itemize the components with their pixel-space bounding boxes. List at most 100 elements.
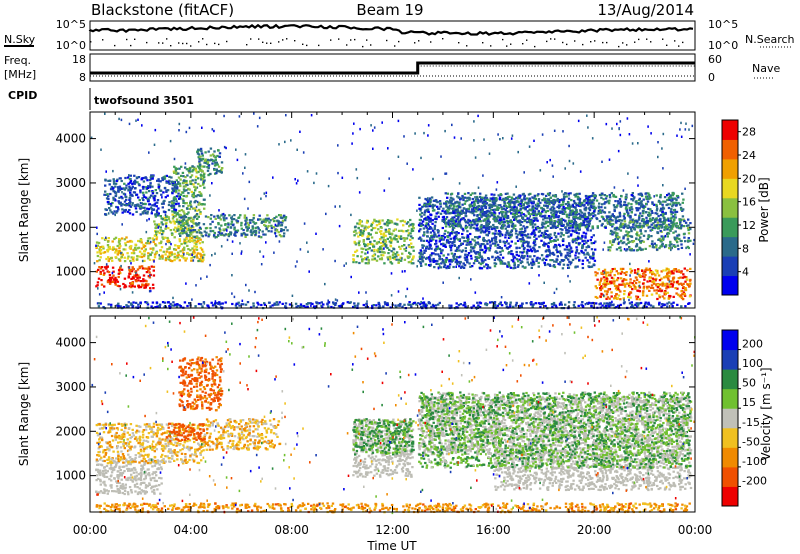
heatmap-cell <box>535 217 538 220</box>
heatmap-cell <box>409 223 412 226</box>
heatmap-cell <box>503 200 506 204</box>
heatmap-cell <box>213 164 217 167</box>
heatmap-cell <box>617 289 621 292</box>
heatmap-cell <box>613 284 617 287</box>
heatmap-cell <box>113 237 116 241</box>
heatmap-cell <box>149 287 152 290</box>
heatmap-cell <box>443 236 447 239</box>
heatmap-cell <box>190 233 193 236</box>
heatmap-cell <box>487 227 491 230</box>
heatmap-cell <box>506 192 509 195</box>
heatmap-cell <box>531 258 534 261</box>
heatmap-cell <box>128 209 131 212</box>
heatmap-cell <box>245 216 248 219</box>
heatmap-cell <box>598 202 601 205</box>
nsearch-dot <box>482 42 484 44</box>
heatmap-cell <box>155 192 159 195</box>
heatmap-cell <box>452 210 455 213</box>
heatmap-cell <box>619 272 623 275</box>
heatmap-cell <box>571 258 575 261</box>
heatmap-cell <box>515 229 518 232</box>
heatmap-cell <box>556 238 559 241</box>
heatmap-cell <box>400 229 403 232</box>
heatmap-cell <box>587 203 590 206</box>
heatmap-cell <box>634 200 638 204</box>
heatmap-cell <box>592 199 596 202</box>
heatmap-cell <box>97 241 101 245</box>
heatmap-cell <box>186 244 189 247</box>
heatmap-cell <box>123 210 127 213</box>
heatmap-cell <box>407 232 411 235</box>
heatmap-cell <box>179 178 182 181</box>
heatmap-cell <box>163 219 166 222</box>
heatmap-cell <box>518 246 521 249</box>
heatmap-cell <box>546 201 549 204</box>
heatmap-cell <box>453 231 456 234</box>
heatmap-cell <box>473 221 476 224</box>
heatmap-cell <box>185 189 188 192</box>
heatmap-cell <box>494 238 497 241</box>
heatmap-cell <box>240 224 243 227</box>
heatmap-cell <box>152 274 156 277</box>
heatmap-cell <box>388 248 391 251</box>
heatmap-cell <box>542 257 545 260</box>
heatmap-cell <box>142 191 145 194</box>
heatmap-cell <box>185 227 189 230</box>
heatmap-cell <box>476 205 479 208</box>
heatmap-cell <box>616 235 620 238</box>
heatmap-cell <box>463 264 467 267</box>
heatmap-cell <box>449 196 453 199</box>
heatmap-cell <box>205 231 208 234</box>
heatmap-cell <box>542 207 545 211</box>
heatmap-cell <box>386 256 389 259</box>
nsearch-dot <box>626 44 628 46</box>
heatmap-cell <box>521 216 524 219</box>
heatmap-cell <box>498 246 501 249</box>
heatmap-cell <box>163 187 167 190</box>
heatmap-cell <box>418 196 421 199</box>
heatmap-cell <box>409 232 412 235</box>
heatmap-cell <box>177 172 180 175</box>
heatmap-cell <box>619 222 623 225</box>
heatmap-cell <box>562 218 565 221</box>
heatmap-cell <box>687 224 690 227</box>
heatmap-cell <box>541 221 544 224</box>
heatmap-cell <box>488 247 492 250</box>
heatmap-cell <box>448 259 451 262</box>
heatmap-cell <box>667 268 670 271</box>
heatmap-cell <box>405 230 408 233</box>
heatmap-cell <box>391 256 395 259</box>
heatmap-cell <box>237 216 240 219</box>
heatmap-cell <box>487 220 490 223</box>
heatmap-cell <box>193 166 196 169</box>
heatmap-cell <box>182 181 185 185</box>
heatmap-cell <box>605 280 609 283</box>
heatmap-cell <box>632 223 635 226</box>
heatmap-cell <box>230 216 233 219</box>
heatmap-cell <box>267 230 270 233</box>
heatmap-cell <box>580 201 584 204</box>
heatmap-cell <box>423 231 426 234</box>
heatmap-cell <box>178 245 181 248</box>
heatmap-cell <box>517 215 520 218</box>
heatmap-cell <box>185 220 188 223</box>
heatmap-cell <box>172 204 176 207</box>
heatmap-cell <box>254 231 258 234</box>
heatmap-cell <box>613 267 616 270</box>
heatmap-cell <box>509 230 513 233</box>
heatmap-cell <box>371 258 374 261</box>
heatmap-cell <box>445 200 448 204</box>
heatmap-cell <box>541 193 545 196</box>
heatmap-cell <box>270 230 273 233</box>
heatmap-cell <box>428 205 431 208</box>
heatmap-cell <box>138 285 141 288</box>
heatmap-cell <box>682 286 685 289</box>
heatmap-cell <box>481 208 484 211</box>
heatmap-cell <box>527 193 531 196</box>
heatmap-cell <box>379 241 383 245</box>
heatmap-cell <box>659 196 662 199</box>
heatmap-cell <box>435 245 438 248</box>
heatmap-cell <box>197 182 200 186</box>
heatmap-cell <box>234 231 237 234</box>
heatmap-cell <box>635 233 638 236</box>
